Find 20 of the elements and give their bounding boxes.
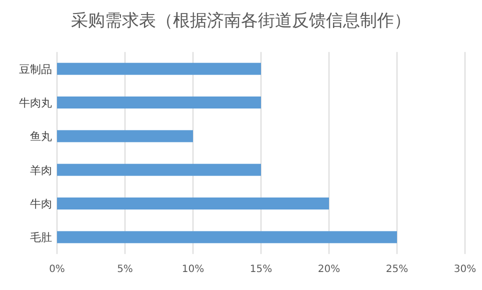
y-tick-label: 牛肉丸: [19, 96, 52, 110]
y-tick-label: 鱼丸: [30, 130, 52, 144]
x-tick-label: 5%: [117, 264, 133, 275]
bar: [57, 198, 329, 210]
x-tick-label: 15%: [250, 264, 272, 275]
x-tick-label: 25%: [386, 264, 408, 275]
y-tick-label: 牛肉: [30, 198, 52, 210]
x-tick-label: 30%: [454, 264, 476, 275]
y-tick-label: 豆制品: [19, 62, 52, 76]
x-tick-label: 10%: [182, 264, 204, 275]
bar: [57, 62, 261, 75]
y-tick-label: 羊肉: [30, 164, 52, 177]
chart-title: 采购需求表（根据济南各街道反馈信息制作）: [71, 11, 411, 31]
y-tick-label: 毛肚: [30, 231, 52, 244]
bar: [57, 96, 261, 108]
x-tick-label: 20%: [318, 264, 340, 275]
bar: [57, 130, 193, 142]
bar: [57, 164, 261, 176]
x-tick-label: 0%: [49, 264, 65, 275]
bar: [57, 231, 397, 244]
